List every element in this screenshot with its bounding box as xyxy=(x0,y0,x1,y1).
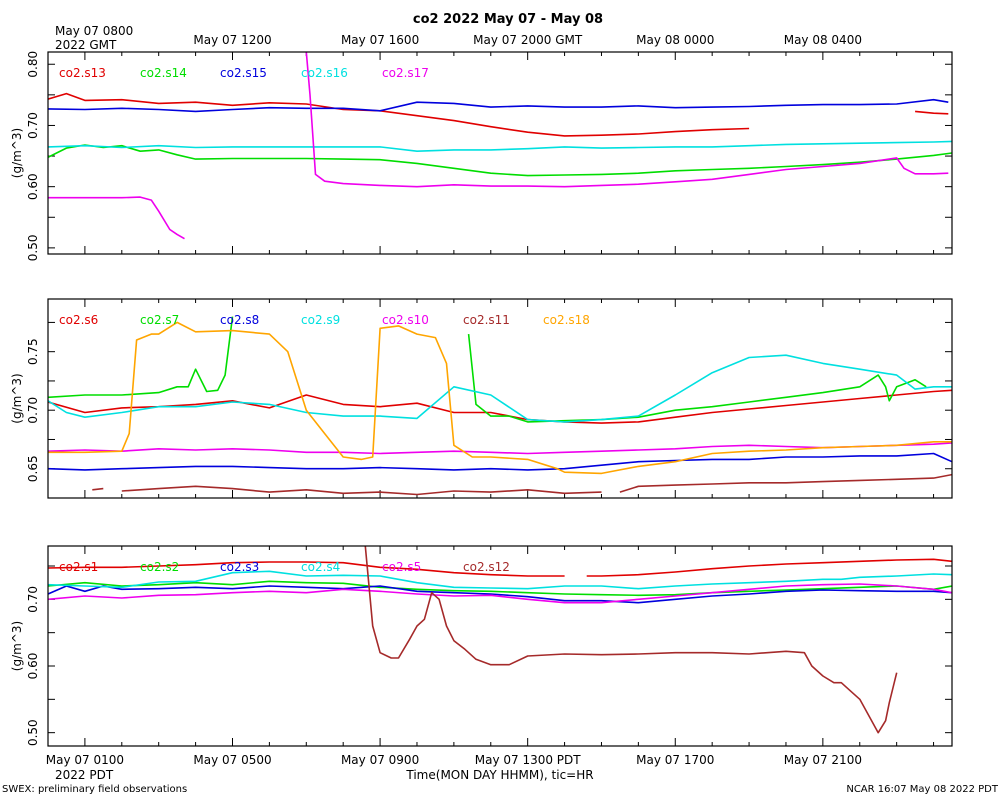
series-line-co2-s7 xyxy=(467,334,927,423)
y-tick-label: 0.70 xyxy=(26,586,40,613)
y-tick-label: 0.50 xyxy=(26,235,40,262)
y-tick-label: 0.70 xyxy=(26,112,40,139)
series-line-co2-s17 xyxy=(48,196,185,240)
pdt-tick-label: May 07 1300 PDT xyxy=(475,753,582,767)
gmt-tick-label: May 08 0400 xyxy=(784,33,862,47)
y-tick-label: 0.60 xyxy=(26,173,40,200)
series-line-co2-s11 xyxy=(121,485,602,496)
y-tick-label: 0.75 xyxy=(26,338,40,365)
footer-left: SWEX: preliminary field observations xyxy=(2,784,187,795)
legend-entry: co2.s14 xyxy=(140,66,187,80)
series-line-co2-s11 xyxy=(92,487,104,491)
series-line-co2-s15 xyxy=(48,98,949,113)
gmt-tick-label: May 07 1200 xyxy=(193,33,271,47)
series-line-co2-s8 xyxy=(48,452,952,471)
y-tick-label: 0.60 xyxy=(26,653,40,680)
gmt-tick-label: May 07 2000 GMT xyxy=(473,33,583,47)
series-line-co2-s14 xyxy=(48,144,952,177)
series-line-co2-s9 xyxy=(48,354,952,423)
panel-middle: 0.65 0.70 0.75(g/m^3) co2.s6 co2.s7 co2.s8 co2… xyxy=(10,298,953,499)
legend-entry: co2.s9 xyxy=(301,313,340,327)
series-line-co2-s1 xyxy=(48,561,565,577)
series-line-co2-s3 xyxy=(48,585,952,604)
legend-entry: co2.s6 xyxy=(59,313,98,327)
legend-entry: co2.s11 xyxy=(463,313,510,327)
footer-right: NCAR 16:07 May 08 2022 PDT xyxy=(846,784,999,795)
legend-entry: co2.s13 xyxy=(59,66,106,80)
panel-top: 0.50 0.60 0.70 0.80 (g/m^3) co2.s13 co2.s14 co2… xyxy=(10,51,953,262)
y-axis-label: (g/m^3) xyxy=(10,621,24,671)
legend-entry: co2.s5 xyxy=(382,560,421,574)
panel-frame xyxy=(47,51,953,255)
panel-bottom: 0.50 0.60 0.70(g/m^3) co2.s1 co2.s2 co2.s3 co2… xyxy=(10,545,953,747)
legend-entry: co2.s12 xyxy=(463,560,510,574)
legend-entry: co2.s17 xyxy=(382,66,429,80)
gmt-tick-label: May 08 0000 xyxy=(636,33,714,47)
panel-frame xyxy=(47,545,953,747)
series-line-co2-s5 xyxy=(48,583,952,604)
series-line-co2-s4 xyxy=(48,570,952,590)
series-line-co2-s7 xyxy=(48,316,234,399)
pdt-tick-label: May 07 2100 xyxy=(784,753,862,767)
series-line-co2-s12 xyxy=(364,546,898,734)
pdt-tick-label: May 07 0500 xyxy=(193,753,271,767)
series-line-co2-s16 xyxy=(48,140,952,152)
series-line-co2-s13 xyxy=(48,92,750,137)
pdt-axis-labels: May 07 0100 May 07 0500 May 07 0900 May 07 … xyxy=(46,753,862,767)
legend-entry: co2.s8 xyxy=(220,313,259,327)
panel-frame xyxy=(47,298,953,499)
legend-entry: co2.s16 xyxy=(301,66,348,80)
gmt-first-label: May 07 0800 xyxy=(55,24,133,38)
series-line-co2-s2 xyxy=(48,580,952,597)
y-tick-label: 0.65 xyxy=(26,455,40,482)
legend-entry: co2.s2 xyxy=(140,560,179,574)
y-axis-label: (g/m^3) xyxy=(10,128,24,178)
pdt-sub-label: 2022 PDT xyxy=(55,768,114,782)
series-line-co2-s17 xyxy=(305,52,949,188)
series-line-co2-s13 xyxy=(915,110,949,115)
legend-entry: co2.s15 xyxy=(220,66,267,80)
y-tick-label: 0.50 xyxy=(26,719,40,746)
x-axis-label: Time(MON DAY HHMM), tic=HR xyxy=(405,768,593,782)
legend-entry: co2.s1 xyxy=(59,560,98,574)
gmt-first-sub: 2022 GMT xyxy=(55,38,117,52)
y-tick-label: 0.80 xyxy=(26,51,40,78)
series-line-co2-s18 xyxy=(48,321,952,475)
pdt-tick-label: May 07 0100 xyxy=(46,753,124,767)
pdt-tick-label: May 07 1700 xyxy=(636,753,714,767)
y-axis-label: (g/m^3) xyxy=(10,373,24,423)
legend-entry: co2.s4 xyxy=(301,560,340,574)
chart-title: co2 2022 May 07 - May 08 xyxy=(413,12,603,27)
gmt-tick-label: May 07 1600 xyxy=(341,33,419,47)
legend-entry: co2.s3 xyxy=(220,560,259,574)
legend-entry: co2.s10 xyxy=(382,313,429,327)
pdt-tick-label: May 07 0900 xyxy=(341,753,419,767)
y-tick-label: 0.70 xyxy=(26,397,40,424)
series-line-co2-s1 xyxy=(586,558,952,577)
gmt-axis-labels: May 07 1200 May 07 1600 May 07 2000 GMT May… xyxy=(193,33,862,47)
series-line-co2-s11 xyxy=(619,473,952,493)
legend-entry: co2.s18 xyxy=(543,313,590,327)
legend-entry: co2.s7 xyxy=(140,313,179,327)
